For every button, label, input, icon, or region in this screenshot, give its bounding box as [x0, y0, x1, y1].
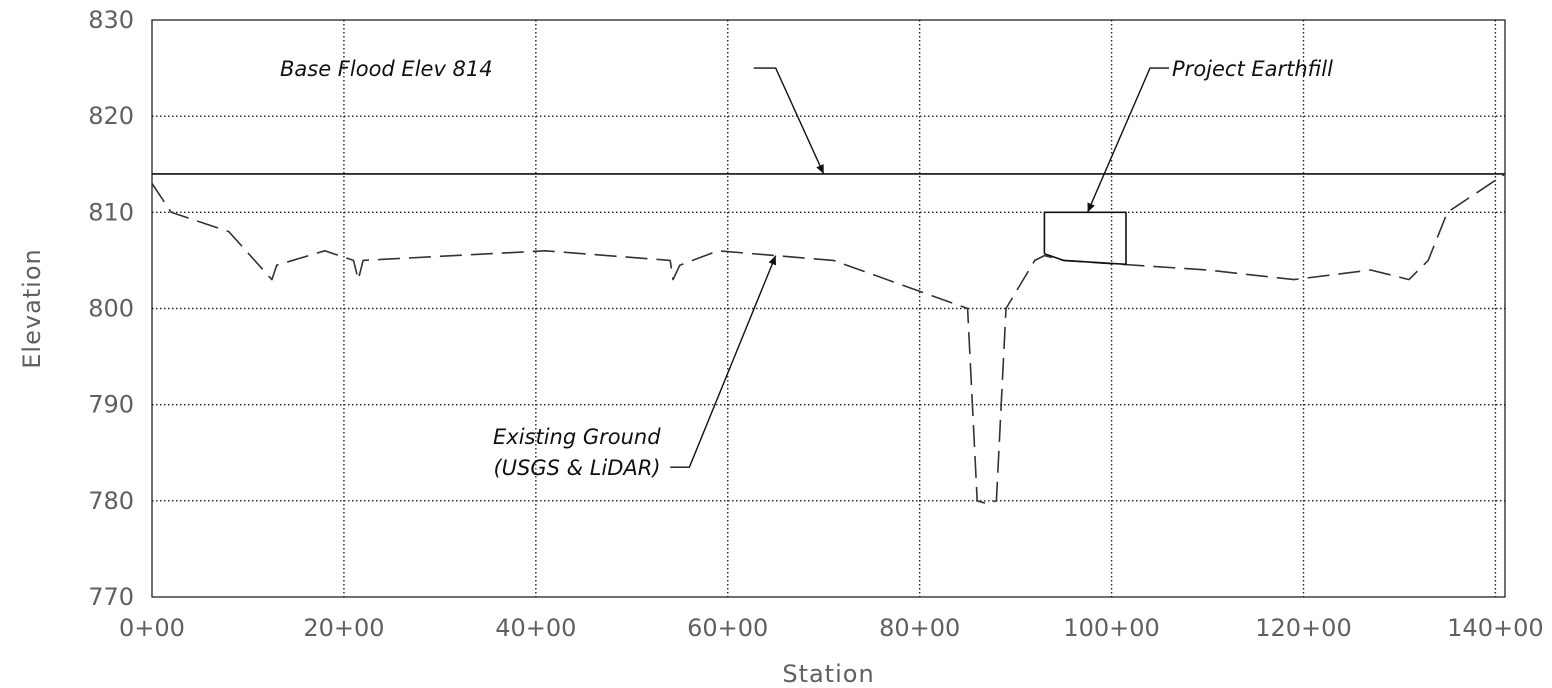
- y-tick-label: 770: [88, 583, 134, 611]
- y-axis-title: Elevation: [18, 248, 46, 368]
- x-tick-label: 80+00: [879, 614, 960, 642]
- y-tick-label: 830: [88, 6, 134, 34]
- x-tick-label: 0+00: [119, 614, 185, 642]
- x-axis-title: Station: [782, 660, 874, 688]
- plot-frame: [151, 19, 1506, 598]
- y-tick-label: 820: [88, 102, 134, 130]
- annotation-base-flood-leader: [753, 67, 825, 175]
- y-tick-label: 800: [88, 295, 134, 323]
- x-tick-label: 20+00: [303, 614, 384, 642]
- annotation-base-flood-text: Base Flood Elev 814: [280, 57, 493, 81]
- annotation-earthfill-leader: [1086, 67, 1170, 213]
- series-layer: [151, 173, 1506, 505]
- annotation-existing-ground-leader: [670, 255, 777, 468]
- grid-layer: [152, 20, 1505, 597]
- y-tick-label: 790: [88, 391, 134, 419]
- x-tick-label: 40+00: [495, 614, 576, 642]
- x-tick-label: 60+00: [687, 614, 768, 642]
- annotation-existing-ground-text: (USGS & LiDAR): [493, 456, 660, 480]
- y-tick-label: 780: [88, 487, 134, 515]
- y-tick-label: 810: [88, 198, 134, 226]
- series-1-line: [151, 173, 1506, 505]
- x-tick-label: 140+00: [1447, 614, 1543, 642]
- series-2-line: [1043, 211, 1127, 266]
- x-tick-label: 100+00: [1063, 614, 1159, 642]
- annotation-layer: Base Flood Elev 814 Project Earthfill Exis…: [280, 57, 1333, 480]
- x-tick-label: 120+00: [1255, 614, 1351, 642]
- annotation-earthfill-text: Project Earthfill: [1172, 57, 1333, 81]
- tick-layer: 0+00 20+00 40+00 60+00 80+00 100+00 120+00 140+…: [88, 6, 1543, 642]
- annotation-existing-ground-text: Existing Ground: [493, 425, 661, 449]
